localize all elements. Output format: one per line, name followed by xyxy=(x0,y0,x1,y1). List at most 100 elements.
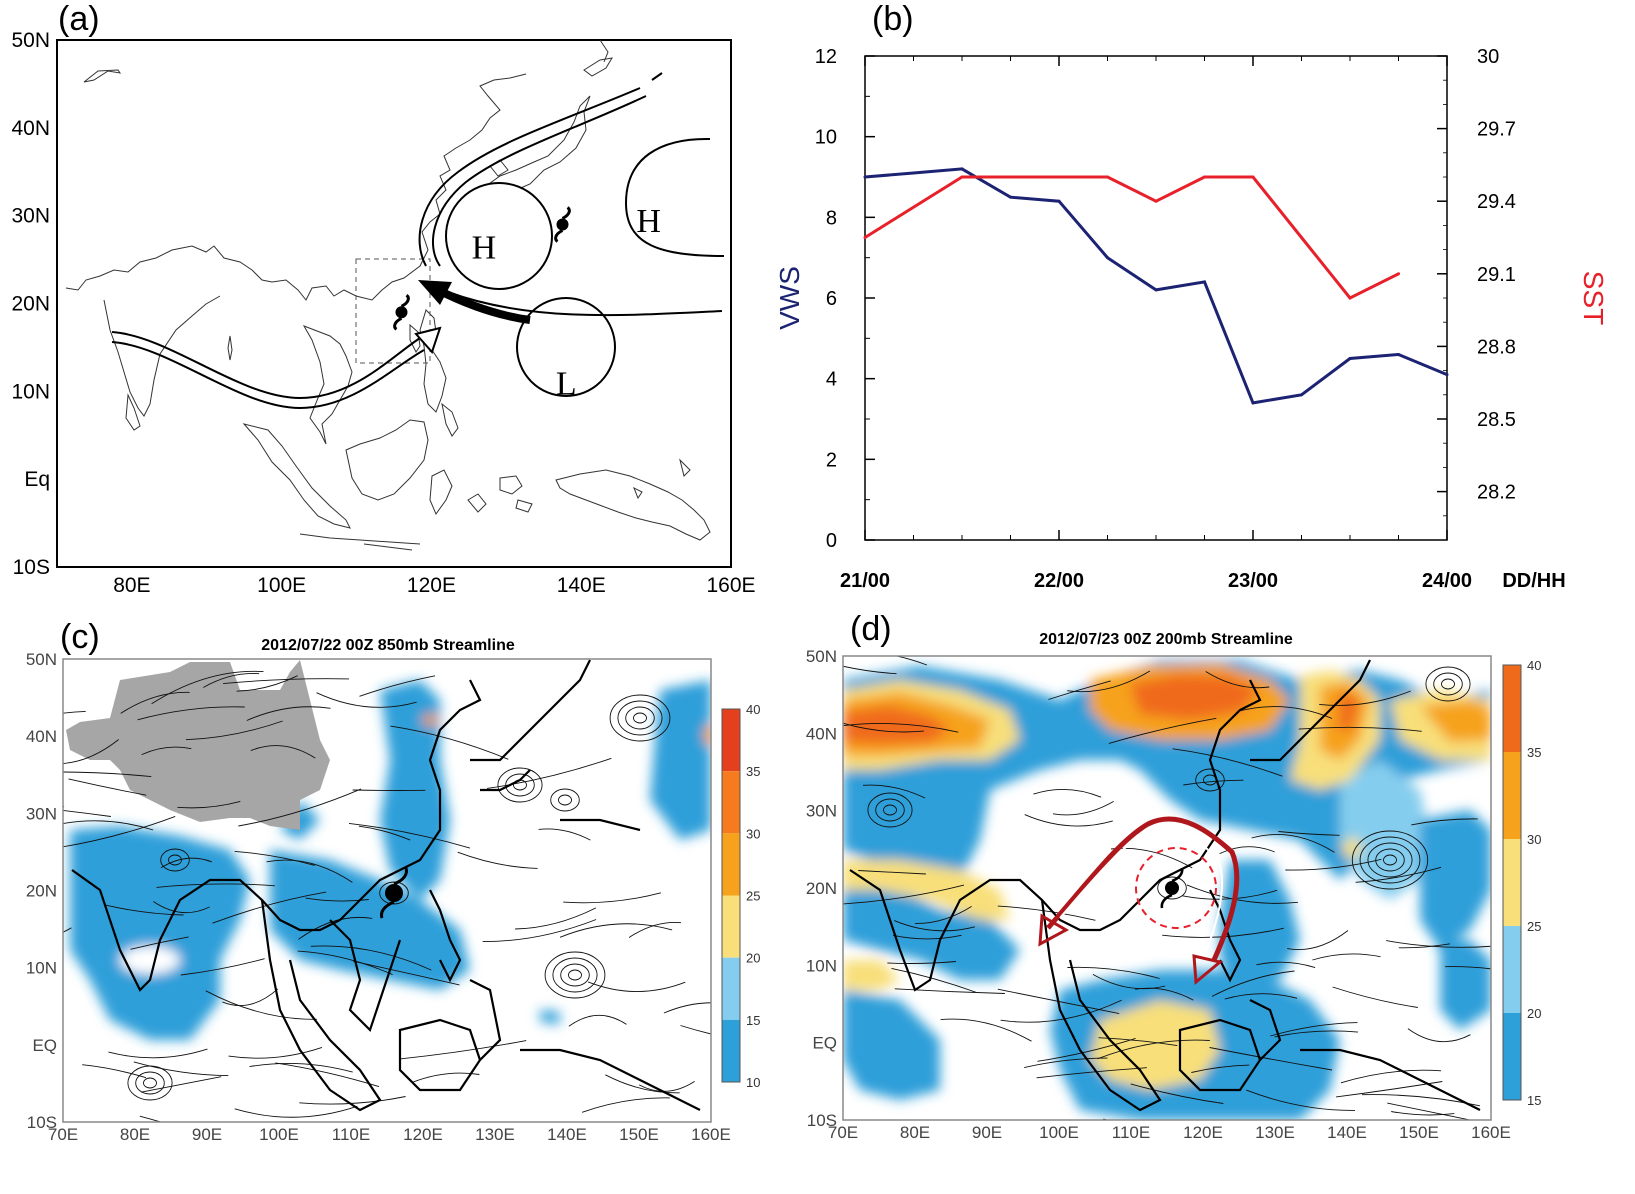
colorbar-tick-label: 25 xyxy=(746,889,760,904)
streamline xyxy=(234,1105,358,1118)
streamline xyxy=(177,800,241,809)
panel-d-streamlines xyxy=(843,656,1491,1120)
colorbar-swatch xyxy=(722,895,740,958)
streamline xyxy=(1033,788,1102,798)
streamline xyxy=(1037,1037,1136,1062)
colorbar-swatch xyxy=(722,771,740,834)
streamline xyxy=(457,851,538,869)
streamline xyxy=(246,706,331,721)
lon-tick-label: 130E xyxy=(1255,1123,1295,1142)
data-point-vws xyxy=(960,167,964,171)
upper-outflow-arrow-inner xyxy=(1059,828,1224,957)
streamline-vortex xyxy=(1433,672,1463,696)
lat-tick-label: 10S xyxy=(807,1111,837,1130)
lon-tick-label: 110E xyxy=(332,1125,370,1144)
streamline xyxy=(1256,961,1316,969)
panel-b-frame xyxy=(864,55,1448,541)
colorbar-tick-label: 30 xyxy=(746,826,760,841)
panel-d-lon-labels: 70E 80E 90E 100E 110E 120E 130E 140E 150E 160E xyxy=(828,1123,1511,1142)
streamline-vortex xyxy=(875,798,905,822)
streamline xyxy=(1251,834,1335,853)
vws-tick-label: 8 xyxy=(826,207,837,229)
data-point-vws xyxy=(1348,357,1352,360)
streamline xyxy=(1209,1047,1333,1071)
lon-tick-label: 120E xyxy=(407,574,456,597)
panel-c-streamlines xyxy=(63,670,711,1122)
streamline xyxy=(894,920,976,932)
streamline xyxy=(298,916,373,940)
colorbar-swatch xyxy=(1503,839,1521,926)
streamline xyxy=(63,771,152,778)
data-point-sst xyxy=(1009,175,1012,179)
streamline xyxy=(1278,831,1340,836)
streamline xyxy=(1340,1069,1442,1084)
streamline xyxy=(1183,779,1244,786)
streamline xyxy=(185,720,283,741)
lon-tick-label: 160E xyxy=(1471,1123,1511,1142)
streamline-vortex xyxy=(568,969,582,981)
streamline xyxy=(399,1040,527,1060)
colorbar-tick-label: 20 xyxy=(1527,1006,1541,1021)
streamline xyxy=(1238,706,1333,719)
streamline-vortex xyxy=(883,804,897,816)
streamline xyxy=(63,710,86,714)
streamline-vortex xyxy=(160,848,190,872)
panel-d-colorbar: 40 35 30 25 20 15 xyxy=(1502,658,1541,1108)
streamline xyxy=(887,961,957,964)
panel-b-chart: (b) 0 2 4 6 8 10 12 28.2 28.5 28.8 29.1 29.4 29.7 30 2… xyxy=(774,0,1609,592)
lat-tick-label: Eq xyxy=(24,468,50,491)
sst-tick-label: 29.4 xyxy=(1477,191,1516,213)
streamline xyxy=(1067,966,1160,979)
streamline xyxy=(63,927,72,933)
streamline xyxy=(1398,943,1451,949)
colorbar-frame xyxy=(721,708,741,1083)
streamline-vortex xyxy=(1351,830,1429,890)
colorbar-frame xyxy=(1502,664,1522,1101)
data-point-sst xyxy=(1397,272,1400,276)
southwest-monsoon-line-1 xyxy=(111,331,421,400)
panel-b-series xyxy=(863,167,1449,405)
lon-tick-label: 90E xyxy=(972,1123,1002,1142)
lat-tick-label: EQ xyxy=(812,1034,837,1053)
streamline-vortex xyxy=(135,1071,165,1095)
streamline xyxy=(1386,940,1491,948)
data-point-sst xyxy=(960,175,964,179)
streamline xyxy=(120,691,190,714)
colorbar-swatch xyxy=(722,709,740,772)
streamline xyxy=(63,739,119,764)
streamline xyxy=(222,988,279,1006)
colorbar-tick-label: 40 xyxy=(1527,658,1541,673)
easterly-jet-arrow xyxy=(436,286,531,324)
panel-d-lat-labels: 50N 40N 30N 20N 10N EQ 10S xyxy=(806,647,837,1130)
typhoon-core-circle xyxy=(1135,847,1217,929)
lat-tick-label: 10S xyxy=(13,556,50,579)
streamline-vortex xyxy=(625,706,655,730)
streamline xyxy=(1411,818,1478,826)
streamline xyxy=(316,692,417,708)
streamline-vortex xyxy=(550,788,580,812)
typhoon-icon xyxy=(393,294,410,331)
streamline-vortex xyxy=(544,951,606,999)
panel-a-frame xyxy=(56,39,732,568)
lon-tick-label: 70E xyxy=(48,1125,78,1144)
vws-tick-label: 6 xyxy=(826,288,837,310)
x-tick-label: 24/00 xyxy=(1422,570,1472,592)
streamline xyxy=(236,675,298,692)
streamline xyxy=(82,1064,147,1079)
streamline xyxy=(63,810,111,817)
streamline xyxy=(1407,1028,1471,1043)
lon-tick-label: 110E xyxy=(1112,1123,1150,1142)
lon-tick-label: 90E xyxy=(192,1125,222,1144)
streamline xyxy=(390,725,509,760)
streamline-vortex xyxy=(1157,876,1187,900)
streamline-vortex xyxy=(1441,678,1455,690)
vws-tick-label: 2 xyxy=(826,449,837,471)
streamline xyxy=(250,745,316,759)
streamline xyxy=(894,656,928,666)
streamline xyxy=(1387,1102,1472,1120)
streamline-vortex xyxy=(1367,842,1413,878)
sst-axis-label: SST xyxy=(1578,271,1609,325)
streamline xyxy=(203,673,260,688)
panel-d-coastline xyxy=(849,659,1481,1112)
streamline xyxy=(587,981,686,992)
